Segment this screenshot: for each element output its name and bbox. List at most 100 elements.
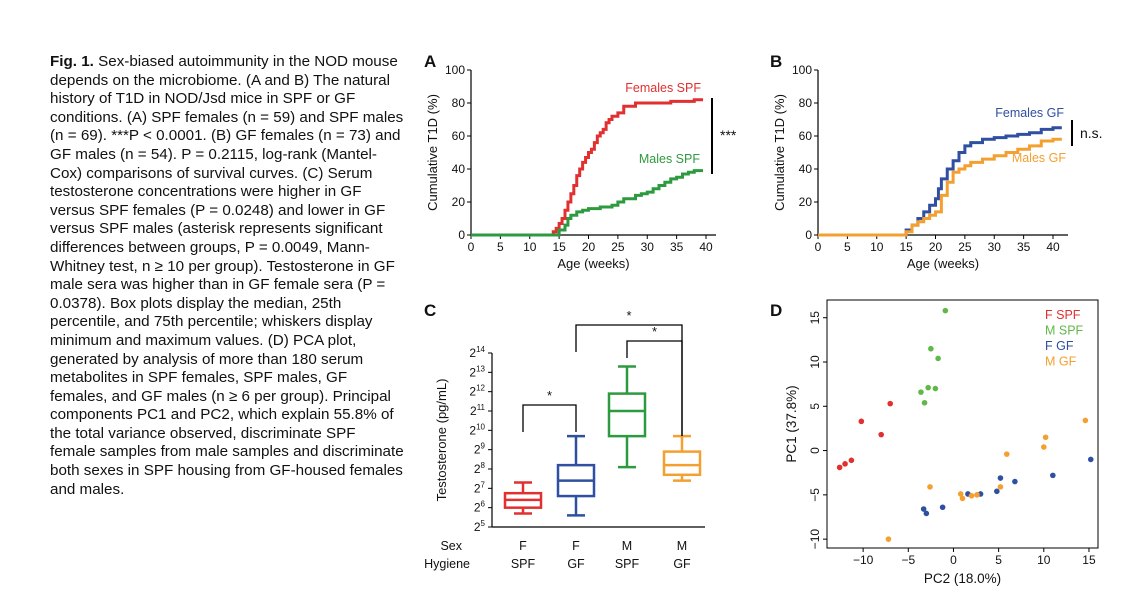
y-tick-label: 20 [452,195,466,209]
figure-caption: Fig. 1. Sex-biased autoimmunity in the N… [50,53,405,499]
x-tick-label: 30 [988,240,1002,254]
x-tick-label: −5 [901,553,915,567]
x-tick-label: 0 [950,553,957,567]
box-iqr [607,392,647,438]
scatter-point-f-gf [994,488,1000,495]
y-tick-label: 212 [469,384,485,399]
scatter-point-f-gf [1050,472,1056,479]
scatter-point-m-spf [935,355,941,362]
x-tick-label: 20 [929,240,943,254]
km-curve-b-1 [818,137,1062,237]
y-tick-label: 213 [469,364,485,379]
scatter-point-m-spf [918,389,924,395]
x-axis-label: PC2 (18.0%) [924,571,1001,586]
y-tick-label: 28 [474,461,486,476]
significance-label: n.s. [1080,125,1103,141]
y-tick-base: 2 [474,462,481,476]
x-axis-label: Age (weeks) [557,256,629,271]
scatter-point-f-gf [1012,478,1018,485]
scatter-point-f-spf [858,418,865,425]
x-tick-label: 15 [552,240,566,254]
scatter-point-m-gf [957,491,964,497]
panel-letter-d: D [770,301,782,320]
row-label-sex: Sex [440,539,462,553]
x-tick-label: 5 [497,240,504,254]
scatter-point-m-gf [1082,417,1089,424]
x-tick-label: 30 [641,240,655,254]
significance-bracket [522,404,577,432]
series-label: Females GF [995,106,1064,120]
x-tick-label: 35 [1017,240,1031,254]
row-label-hygiene: Hygiene [424,557,470,571]
series-label: Females SPF [625,81,701,95]
y-tick-base: 2 [469,346,476,360]
y-tick-label: 5 [808,403,822,410]
scatter-point-m-gf [1041,444,1047,450]
y-tick-label: 40 [452,162,466,176]
x-tick-label: 0 [468,240,475,254]
y-tick-label: 40 [799,162,813,176]
panel-letter-c: C [424,301,436,320]
scatter-point-m-gf [927,484,933,490]
legend-entry: F SPF [1045,308,1081,322]
x-axis-label: Age (weeks) [907,256,979,271]
x-tick-label: 10 [523,240,537,254]
x-tick-label: 20 [582,240,596,254]
scatter-point-f-spf [836,464,843,471]
significance-bracket [626,340,683,436]
caption-heading: Sex-biased autoimmunity in the NOD mouse… [50,53,398,89]
x-tick-label: 35 [670,240,684,254]
scatter-point-m-spf [942,307,949,314]
y-tick-exponent: 5 [481,519,486,528]
y-tick-label: 0 [808,447,822,454]
caption-body: (A and B) The natural history of T1D in … [50,71,404,498]
y-tick-base: 2 [474,520,481,534]
panel-letter-a: A [424,52,436,71]
scatter-point-f-spf [887,400,894,407]
scatter-point-f-spf [878,431,884,438]
y-tick-exponent: 12 [476,384,485,393]
y-tick-label: −10 [808,529,822,550]
scatter-point-f-spf [848,457,855,464]
series-label: Males GF [1012,151,1067,165]
x-tick-label: 0 [815,240,822,254]
caption-figure-number: Fig. 1. [50,53,94,70]
y-axis-label: Cumulative T1D (%) [425,94,440,211]
series-label: Males SPF [639,152,700,166]
y-tick-label: 29 [474,442,486,457]
scatter-point-m-gf [974,492,980,498]
y-tick-label: 60 [452,129,466,143]
scatter-point-m-spf [921,399,928,406]
y-axis-label: Testosterone (pg/mL) [434,379,449,502]
y-tick-label: 60 [799,129,813,143]
x-tick-label: 10 [1037,553,1051,567]
y-axis-label: PC1 (37.8%) [784,385,799,462]
scatter-point-m-gf [885,536,892,542]
x-tick-label: 40 [1046,240,1060,254]
group-sex-label: M [677,539,687,553]
y-tick-base: 2 [474,443,481,457]
y-axis-label: Cumulative T1D (%) [772,94,787,211]
y-tick-label: 214 [469,345,485,360]
group-sex-label: M [622,539,632,553]
y-tick-base: 2 [470,404,477,418]
scatter-point-f-gf [1087,456,1094,463]
x-tick-label: −10 [853,553,874,567]
plot-frame [826,299,1099,549]
panel-letter-b: B [770,52,782,71]
x-tick-label: 5 [995,553,1002,567]
significance-label: *** [720,127,737,143]
scatter-point-m-gf [968,492,975,499]
y-tick-label: 10 [808,355,822,369]
y-tick-label: 25 [474,519,486,534]
y-tick-exponent: 14 [476,345,485,354]
group-hygiene-label: SPF [511,557,536,571]
y-tick-label: 211 [470,403,486,418]
y-tick-label: 100 [445,63,465,77]
y-tick-base: 2 [474,481,481,495]
legend-entry: M GF [1045,355,1077,369]
y-tick-label: 0 [458,228,465,242]
scatter-point-m-gf [959,495,966,502]
scatter-point-m-spf [932,385,939,392]
